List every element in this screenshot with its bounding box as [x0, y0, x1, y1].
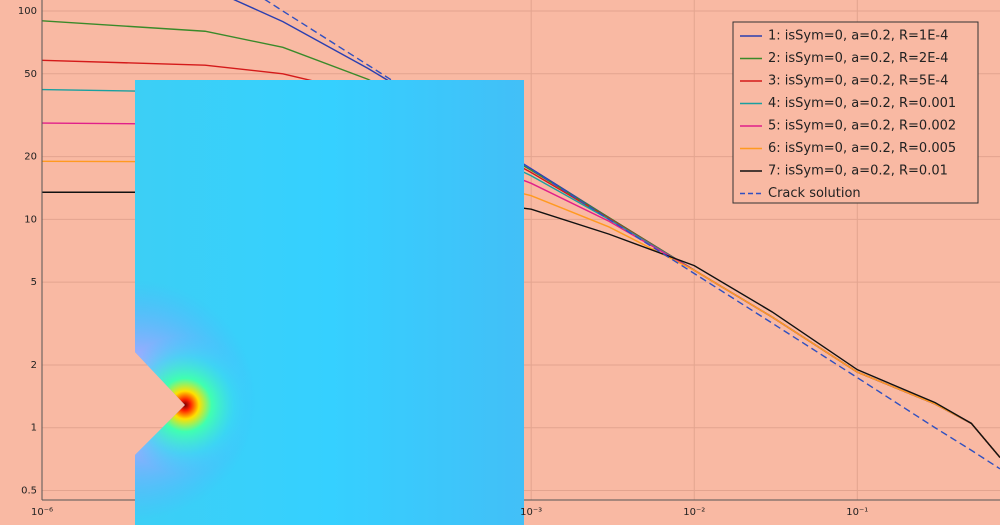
- legend-label: 3: isSym=0, a=0.2, R=5E-4: [768, 74, 948, 89]
- legend-box: [732, 21, 979, 204]
- legend-label: 4: isSym=0, a=0.2, R=0.001: [768, 96, 956, 111]
- plot-area: [42, 0, 1000, 470]
- legend-label: 1: isSym=0, a=0.2, R=1E-4: [768, 29, 948, 44]
- legend-label: 6: isSym=0, a=0.2, R=0.005: [768, 141, 956, 156]
- y-tick-label: 10: [24, 214, 37, 225]
- y-tick-label: 0.5: [21, 485, 37, 496]
- x-tick-label: 10⁻⁶: [31, 507, 53, 518]
- x-tick-label: 10⁻³: [520, 507, 542, 518]
- x-tick-label: 10⁻²: [683, 507, 705, 518]
- y-tick-label: 20: [24, 152, 37, 163]
- y-tick-label: 2: [31, 360, 37, 371]
- legend-label: 2: isSym=0, a=0.2, R=2E-4: [768, 51, 948, 66]
- legend-label: 5: isSym=0, a=0.2, R=0.002: [768, 119, 956, 134]
- y-tick-label: 100: [18, 6, 37, 17]
- legend-label: 7: isSym=0, a=0.2, R=0.01: [768, 164, 948, 179]
- y-tick-label: 1: [31, 423, 37, 434]
- y-tick-label: 5: [31, 277, 37, 288]
- x-tick-label: 10⁻¹: [846, 507, 868, 518]
- inset-field: [135, 80, 524, 525]
- series-line: [264, 0, 1000, 470]
- y-tick-label: 50: [24, 69, 37, 80]
- legend: 1: isSym=0, a=0.2, R=1E-4 2: isSym=0, a=0…: [732, 21, 979, 204]
- legend-label: Crack solution: [768, 186, 861, 201]
